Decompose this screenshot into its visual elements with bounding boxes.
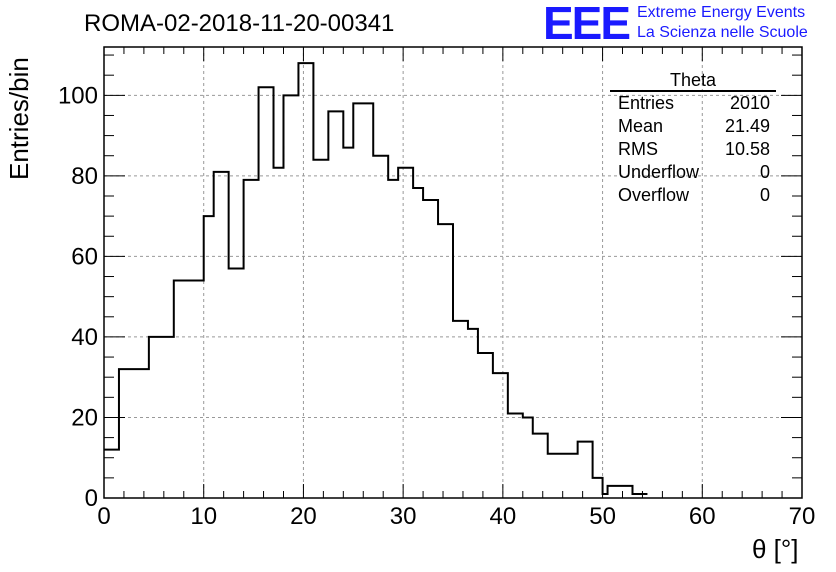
y-tick-label: 80 [71,163,98,190]
x-tick-label: 20 [290,503,317,530]
logo-text-line1: Extreme Energy Events [637,4,806,21]
x-axis-label: θ [°] [752,534,799,564]
logo-text-line2: La Scienza nelle Scuole [637,24,808,41]
stats-label: Overflow [618,185,690,205]
eee-logo: EEE [543,0,631,49]
stats-label: Entries [618,93,675,113]
stats-label: Mean [618,116,664,136]
stats-row-underflow: Underflow 0 [610,161,776,184]
x-tick-label: 0 [97,503,110,530]
plot-frame [103,46,803,499]
plot-title: ROMA-02-2018-11-20-00341 [84,10,395,37]
stats-row-mean: Mean 21.49 [610,115,776,138]
stats-value: 0 [759,185,770,205]
stats-value: 0 [759,162,770,182]
x-tick-label: 70 [789,503,816,530]
tick-labels: 0 10 20 30 40 50 60 70 0 20 40 60 80 100 [58,82,815,530]
y-tick-label: 100 [58,82,98,109]
x-tick-label: 10 [190,503,217,530]
y-tick-label: 40 [71,324,98,351]
y-axis-label: Entries/bin [4,57,34,180]
x-tick-label: 30 [390,503,417,530]
x-tick-label: 60 [689,503,716,530]
stats-box-title: Theta [610,70,776,92]
x-tick-label: 40 [490,503,517,530]
y-tick-label: 0 [85,485,98,512]
stats-value: 21.49 [724,116,770,136]
histogram-series-line [104,62,648,495]
stats-value: 2010 [729,93,770,113]
stats-row-overflow: Overflow 0 [610,184,776,207]
stats-label: Underflow [618,162,700,182]
x-tick-label: 50 [589,503,616,530]
stats-label: RMS [618,139,658,159]
stats-box: Theta Entries 2010 Mean 21.49 RMS 10.58 … [610,70,776,207]
y-tick-label: 20 [71,404,98,431]
stats-value: 10.58 [724,139,770,159]
stats-row-entries: Entries 2010 [610,92,776,115]
stats-row-rms: RMS 10.58 [610,138,776,161]
y-tick-label: 60 [71,243,98,270]
